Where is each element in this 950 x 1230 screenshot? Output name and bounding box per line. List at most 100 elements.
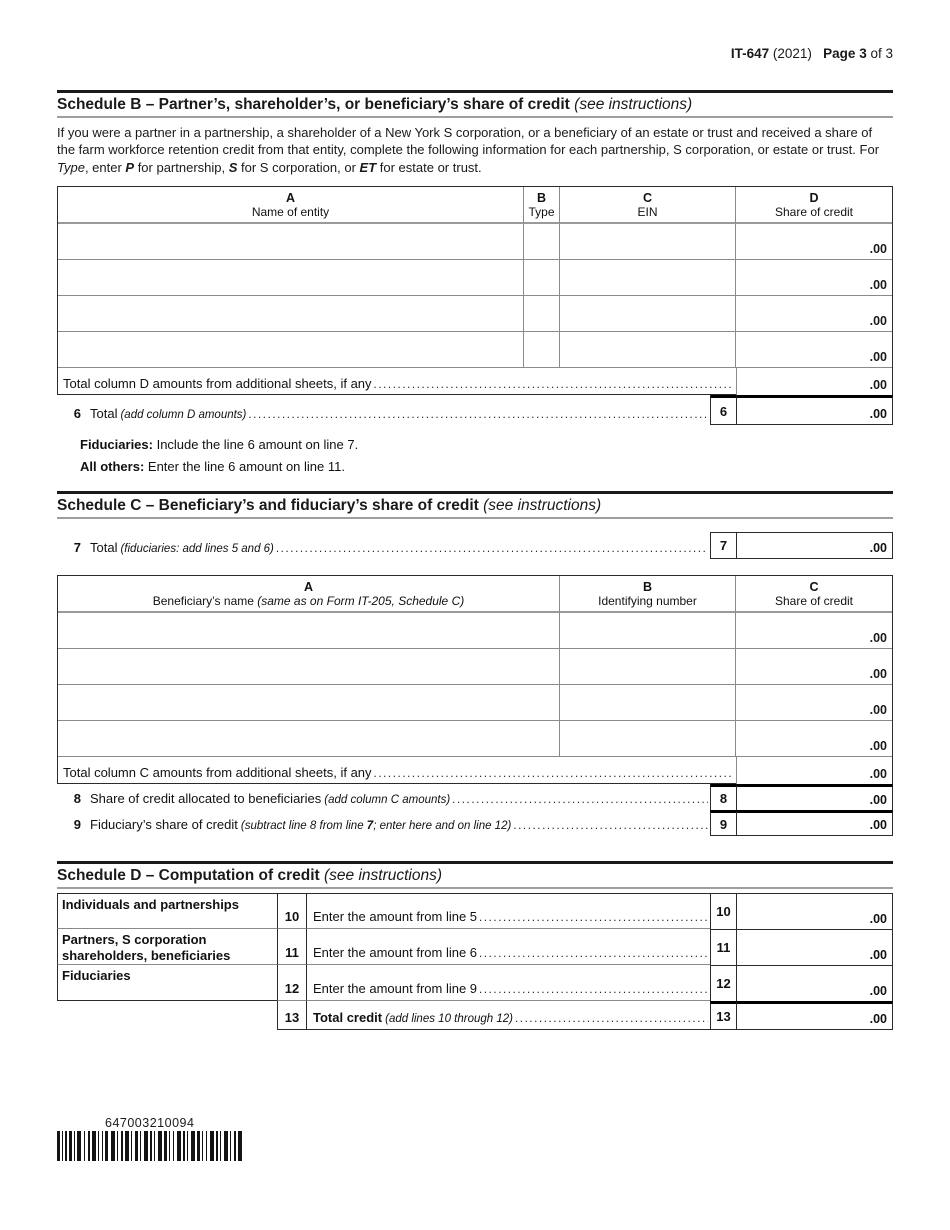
share-of-credit-field[interactable]: .00 (736, 260, 892, 297)
entity-type-field[interactable] (524, 260, 560, 297)
entity-type-field[interactable] (524, 224, 560, 261)
col-letter: C (642, 190, 653, 205)
line-12-description: Enter the amount from line 9 (307, 965, 710, 1002)
entity-name-field[interactable] (58, 296, 524, 333)
entity-type-field[interactable] (524, 296, 560, 333)
note-post: ; enter here and on line 12) (373, 820, 512, 833)
line-text: Fiduciary’s share of credit (90, 817, 238, 833)
share-of-credit-field[interactable]: .00 (736, 613, 892, 650)
col-letter: A (303, 579, 314, 594)
identifying-number-field[interactable] (560, 649, 736, 686)
col-label: Name of entity (251, 204, 330, 219)
entity-ein-field[interactable] (560, 260, 736, 297)
line-12-amount-field[interactable]: .00 (737, 965, 893, 1002)
beneficiary-name-field[interactable] (58, 685, 560, 722)
dotted-leader (515, 1013, 708, 1025)
form-year: (2021) (772, 46, 812, 61)
dotted-leader (479, 984, 708, 996)
schedule-b-notes: Fiduciaries: Include the line 6 amount o… (57, 434, 893, 478)
empty-label-cell (57, 1001, 277, 1030)
share-of-credit-field[interactable]: .00 (736, 224, 892, 261)
barcode-block: 647003210094 (57, 1116, 893, 1162)
line-9-row: 9 Fiduciary’s share of credit (subtract … (57, 810, 893, 837)
line-6-amount-field[interactable]: .00 (737, 395, 893, 426)
amount-placeholder: .00 (869, 407, 887, 422)
note-bold-7: 7 (366, 820, 374, 833)
amount-placeholder: .00 (869, 631, 887, 646)
col-label: Share of credit (774, 593, 854, 608)
all-others-note: All others: Enter the line 6 amount on l… (80, 456, 893, 478)
amount-placeholder: .00 (869, 703, 887, 718)
entity-ein-field[interactable] (560, 332, 736, 369)
line-7-numbox: 7 (710, 532, 737, 560)
line-box-number: 7 (719, 538, 728, 554)
col-letter: A (285, 190, 296, 205)
col-label: Type (528, 204, 555, 219)
share-of-credit-field[interactable]: .00 (736, 649, 892, 686)
line-7-amount-field[interactable]: .00 (737, 532, 893, 560)
amount-placeholder: .00 (869, 1012, 887, 1027)
line-number: 9 (73, 817, 81, 833)
intro-et-bold: ET (359, 159, 377, 175)
line-10-description: Enter the amount from line 5 (307, 893, 710, 930)
schedule-d-table: Individuals and partnerships 10 Enter th… (57, 893, 893, 1031)
line-8-numbox: 8 (710, 784, 737, 811)
line-10-number: 10 (277, 893, 307, 930)
line-7-label: 7 Total (fiduciaries: add lines 5 and 6) (57, 532, 710, 559)
amount-placeholder: .00 (869, 541, 887, 556)
fiduciaries-label: Fiduciaries: (80, 437, 153, 453)
dotted-leader (452, 794, 708, 806)
intro-s-bold: S (228, 159, 238, 175)
line-note-italic: (add column C amounts) (324, 794, 451, 807)
line-13-number: 13 (277, 1001, 307, 1031)
entity-ein-field[interactable] (560, 296, 736, 333)
total-column-d-row-label: Total column D amounts from additional s… (58, 368, 736, 396)
note-pre: (subtract line 8 from line (240, 820, 367, 833)
line-8-amount-field[interactable]: .00 (737, 784, 893, 811)
dotted-leader (374, 379, 734, 391)
total-column-c-row-label: Total column C amounts from additional s… (58, 757, 736, 785)
line-box-number: 9 (719, 816, 728, 832)
amount-placeholder: .00 (869, 314, 887, 329)
share-of-credit-field[interactable]: .00 (736, 721, 892, 758)
amount-placeholder: .00 (869, 767, 887, 782)
share-of-credit-field[interactable]: .00 (736, 296, 892, 333)
dotted-leader (374, 768, 734, 780)
line-11-numbox: 11 (710, 929, 737, 966)
line-box-number: 10 (716, 904, 731, 920)
schedule-b-heading: Schedule B – Partner’s, shareholder’s, o… (57, 90, 893, 118)
total-column-c-amount-field[interactable]: .00 (736, 757, 892, 785)
total-column-d-amount-field[interactable]: .00 (736, 368, 892, 396)
dotted-leader (479, 912, 708, 924)
line-note-italic: (add column D amounts) (120, 409, 247, 422)
schedule-d-title: Schedule D – Computation of credit (57, 867, 320, 885)
line-10-amount-field[interactable]: .00 (737, 893, 893, 930)
barcode-number: 647003210094 (105, 1116, 195, 1131)
entity-name-field[interactable] (58, 332, 524, 369)
share-of-credit-field[interactable]: .00 (736, 332, 892, 369)
identifying-number-field[interactable] (560, 613, 736, 650)
line-13-description: Total credit (add lines 10 through 12) (307, 1001, 710, 1031)
col-letter: B (642, 579, 653, 594)
beneficiary-name-field[interactable] (58, 613, 560, 650)
entity-name-field[interactable] (58, 260, 524, 297)
entity-name-field[interactable] (58, 224, 524, 261)
form-id: IT-647 (730, 46, 770, 61)
taxpayer-type-label: Individuals and partnerships (57, 893, 277, 930)
beneficiary-name-field[interactable] (58, 721, 560, 758)
identifying-number-field[interactable] (560, 721, 736, 758)
colheader-type: B Type (524, 187, 560, 225)
line-9-amount-field[interactable]: .00 (737, 810, 893, 837)
line-number: 6 (73, 406, 81, 422)
line-13-amount-field[interactable]: .00 (737, 1001, 893, 1031)
line-6-numbox: 6 (710, 395, 737, 426)
identifying-number-field[interactable] (560, 685, 736, 722)
col-label: Beneficiary’s name (152, 593, 258, 608)
line-11-amount-field[interactable]: .00 (737, 929, 893, 966)
entity-type-field[interactable] (524, 332, 560, 369)
colheader-name-of-entity: A Name of entity (58, 187, 524, 225)
share-of-credit-field[interactable]: .00 (736, 685, 892, 722)
entity-ein-field[interactable] (560, 224, 736, 261)
beneficiary-name-field[interactable] (58, 649, 560, 686)
all-others-text: Enter the line 6 amount on line 11. (144, 459, 345, 475)
